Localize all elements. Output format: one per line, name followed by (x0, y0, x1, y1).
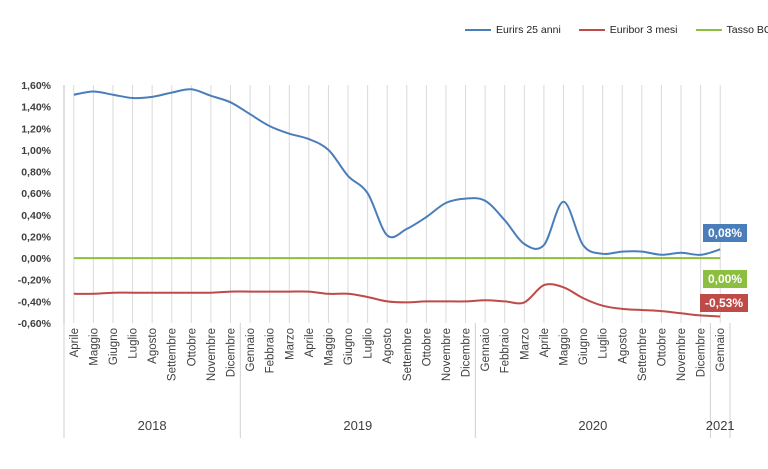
year-label: 2018 (138, 418, 167, 433)
legend: Eurirs 25 anni Euribor 3 mesi Tasso BCE (465, 24, 768, 36)
end-label-bce: 0,00% (703, 270, 748, 288)
y-tick-label: 1,40% (21, 102, 51, 114)
x-tick-label: Ottobre (186, 328, 198, 366)
x-tick-label: Febbraio (500, 328, 512, 373)
series-lines (73, 88, 721, 318)
legend-label-bce: Tasso BCE (726, 24, 768, 36)
x-tick-label: Ottobre (656, 328, 668, 366)
legend-item-bce: Tasso BCE (695, 24, 768, 36)
x-tick-label: Febbraio (265, 328, 277, 373)
x-tick-label: Marzo (519, 328, 531, 360)
x-tick-label: Ottobre (421, 328, 433, 366)
x-tick-label: Dicembre (461, 328, 473, 377)
x-tick-label: Luglio (128, 328, 140, 359)
y-tick-label: 1,60% (21, 80, 51, 92)
x-tick-label: Novembre (206, 328, 218, 381)
y-tick-label: 0,20% (21, 231, 51, 243)
series-line-eurirs (73, 88, 721, 256)
legend-swatch-bce (695, 29, 722, 31)
x-tick-label: Gennaio (245, 328, 257, 371)
x-tick-label: Giugno (108, 328, 120, 365)
year-label: 2021 (706, 418, 735, 433)
x-tick-label: Novembre (676, 328, 688, 381)
x-tick-label: Gennaio (480, 328, 492, 371)
x-tick-label: Aprile (539, 328, 551, 357)
x-tick-label: Agosto (147, 328, 159, 364)
end-label-eurirs: 0,08% (703, 224, 748, 242)
legend-item-euribor: Euribor 3 mesi (578, 24, 678, 36)
legend-label-euribor: Euribor 3 mesi (609, 24, 678, 36)
legend-item-eurirs: Eurirs 25 anni (465, 24, 561, 36)
gridlines (73, 85, 721, 323)
end-label-euribor: -0,53% (700, 294, 749, 312)
y-tick-label: 1,00% (21, 145, 51, 157)
x-tick-label: Luglio (598, 328, 610, 359)
x-tick-label: Gennaio (715, 328, 727, 371)
x-tick-label: Settembre (637, 328, 649, 381)
y-tick-labels: 1,60% 1,40% 1,20% 1,00% 0,80% 0,60% 0,40% 0,20%… (18, 80, 52, 330)
year-label: 2019 (343, 418, 372, 433)
y-tick-label: 0,80% (21, 167, 51, 179)
series-line-euribor (73, 283, 721, 318)
x-tick-label: Dicembre (696, 328, 708, 377)
y-tick-label: -0,20% (18, 275, 52, 287)
x-tick-label: Settembre (402, 328, 414, 381)
y-tick-label: 0,00% (21, 253, 51, 265)
year-labels: 2018 2019 2020 2021 (63, 323, 735, 438)
year-label: 2020 (578, 418, 607, 433)
legend-label-eurirs: Eurirs 25 anni (496, 24, 561, 36)
y-tick-label: -0,60% (18, 318, 52, 330)
x-tick-label: Luglio (363, 328, 375, 359)
x-tick-label: Settembre (167, 328, 179, 381)
legend-swatch-euribor (578, 29, 605, 31)
x-tick-labels: Aprile Maggio Giugno Luglio Agosto Settembre O… (69, 328, 727, 381)
x-tick-label: Dicembre (226, 328, 238, 377)
x-tick-label: Aprile (69, 328, 81, 357)
legend-swatch-eurirs (465, 29, 491, 31)
y-tick-label: 0,60% (21, 188, 51, 200)
x-tick-label: Giugno (343, 328, 355, 365)
x-tick-label: Maggio (323, 328, 335, 366)
x-tick-label: Novembre (441, 328, 453, 381)
x-tick-label: Agosto (617, 328, 629, 364)
x-tick-label: Agosto (382, 328, 394, 364)
x-tick-label: Maggio (559, 328, 571, 366)
y-tick-label: 0,40% (21, 210, 51, 222)
y-tick-label: 1,20% (21, 123, 51, 135)
x-tick-label: Marzo (284, 328, 296, 360)
x-tick-label: Giugno (578, 328, 590, 365)
x-tick-label: Aprile (304, 328, 316, 357)
x-tick-label: Maggio (88, 328, 100, 366)
y-tick-label: -0,40% (18, 296, 52, 308)
